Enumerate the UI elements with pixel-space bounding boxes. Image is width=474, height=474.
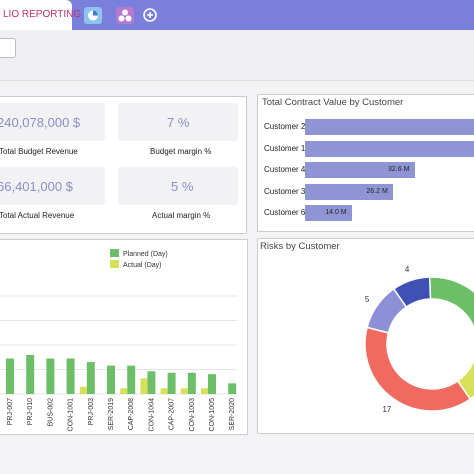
panel-title: Total Contract Value by Customer — [262, 97, 404, 108]
planned-bar — [46, 358, 55, 394]
kpi-value: 5 % — [171, 179, 194, 194]
top-bar: LIO REPORTING — [0, 0, 474, 30]
contract-bar[interactable] — [305, 205, 353, 221]
slice-label: 17 — [382, 405, 391, 414]
kpi-panel: 240,078,000 $ Total Budget Revenue 7 % B… — [0, 96, 247, 234]
kpi-card-budget-margin: 7 % — [118, 103, 238, 141]
x-tick-label: CAP-2008 — [128, 398, 135, 430]
bar-category-label: Customer 1 — [264, 143, 306, 153]
actual-bar — [120, 388, 128, 394]
actual-bar — [79, 386, 87, 394]
planned-bar — [66, 358, 75, 394]
planned-bar — [6, 358, 14, 394]
x-tick-label: PRJ-010 — [27, 398, 34, 425]
x-tick-label: CON-1001 — [68, 398, 75, 432]
contract-bar[interactable] — [305, 119, 474, 135]
planned-bar — [127, 365, 136, 394]
x-tick-label: CON-1005 — [209, 398, 216, 432]
panel-title: Risks by Customer — [260, 241, 340, 252]
slice-label: 5 — [365, 295, 370, 304]
kpi-card-actual-revenue: 66,401,000 $ — [0, 167, 105, 205]
add-tab-icon[interactable] — [142, 7, 158, 23]
tab-label: LIO REPORTING — [3, 9, 82, 20]
planned-bar — [228, 383, 237, 394]
donut-slice — [364, 326, 472, 412]
planned-bar — [187, 372, 196, 394]
x-tick-label: BUS-002 — [47, 398, 54, 427]
bar-value-label: 26.2 M — [366, 187, 388, 195]
toolbar-row — [0, 30, 474, 81]
actual-bar — [201, 388, 208, 394]
kpi-label: Total Budget Revenue — [0, 147, 78, 156]
x-tick-label: SER-2020 — [229, 398, 236, 430]
contract-value-panel: Total Contract Value by Customer Custome… — [257, 94, 474, 232]
legend-swatch — [110, 260, 119, 268]
x-tick-label: SER-2019 — [108, 398, 115, 430]
planned-bar — [86, 362, 95, 394]
org-chart-icon[interactable] — [116, 7, 134, 24]
planned-bar — [208, 374, 216, 394]
risks-donut-chart: 1171754 — [364, 265, 474, 414]
kpi-label: Actual margin % — [152, 211, 211, 220]
slice-label: 4 — [405, 265, 410, 274]
donut-slice — [428, 276, 474, 331]
kpi-label: Budget margin % — [150, 147, 212, 156]
contract-bar[interactable] — [305, 162, 415, 178]
actual-bar — [140, 378, 148, 394]
actual-bar — [180, 388, 188, 394]
kpi-value: 7 % — [167, 115, 190, 130]
x-tick-label: CAP-2007 — [169, 398, 176, 430]
project-days-chart: Planned (Day) Actual (Day) PRJ-007 PRJ-010 B… — [0, 249, 237, 432]
kpi-card-actual-margin: 5 % — [118, 167, 238, 205]
bar-value-label: 14.0 M — [325, 209, 347, 216]
kpi-value: 240,078,000 $ — [0, 115, 81, 130]
x-tick-label: CON-1004 — [148, 398, 155, 432]
bar-category-label: Customer 4 — [264, 165, 306, 174]
project-days-panel: Planned (Day) Actual (Day) PRJ-007 PRJ-010 B… — [0, 239, 248, 435]
planned-bar — [147, 371, 156, 394]
planned-bar — [167, 372, 176, 394]
kpi-value: 66,401,000 $ — [0, 179, 73, 194]
legend-swatch — [110, 249, 119, 257]
legend-label: Actual (Day) — [123, 262, 162, 269]
x-tick-label: PRJ-007 — [7, 398, 14, 425]
planned-bar — [26, 354, 35, 394]
x-tick-label: CON-1003 — [189, 398, 196, 432]
bar-category-label: Customer 2 — [264, 122, 306, 131]
bar-category-label: Customer 6 — [264, 208, 306, 217]
contract-bar[interactable] — [305, 140, 474, 157]
risks-panel: Risks by Customer 1171754 — [257, 238, 474, 434]
kpi-card-budget-revenue: 240,078,000 $ — [0, 103, 105, 141]
contract-bar[interactable] — [305, 183, 394, 200]
kpi-label: Total Actual Revenue — [0, 211, 75, 220]
planned-bar — [107, 365, 115, 394]
x-tick-label: PRJ-003 — [88, 398, 95, 425]
bar-category-label: Customer 3 — [264, 186, 306, 196]
tab-reporting[interactable]: LIO REPORTING — [0, 0, 81, 30]
dashboard-icon[interactable] — [84, 7, 102, 24]
bar-value-label: 32.6 M — [388, 166, 410, 173]
actual-bar — [160, 388, 168, 394]
donut-slice — [392, 276, 432, 309]
toolbar-button[interactable] — [0, 38, 16, 58]
legend-label: Planned (Day) — [123, 251, 168, 258]
